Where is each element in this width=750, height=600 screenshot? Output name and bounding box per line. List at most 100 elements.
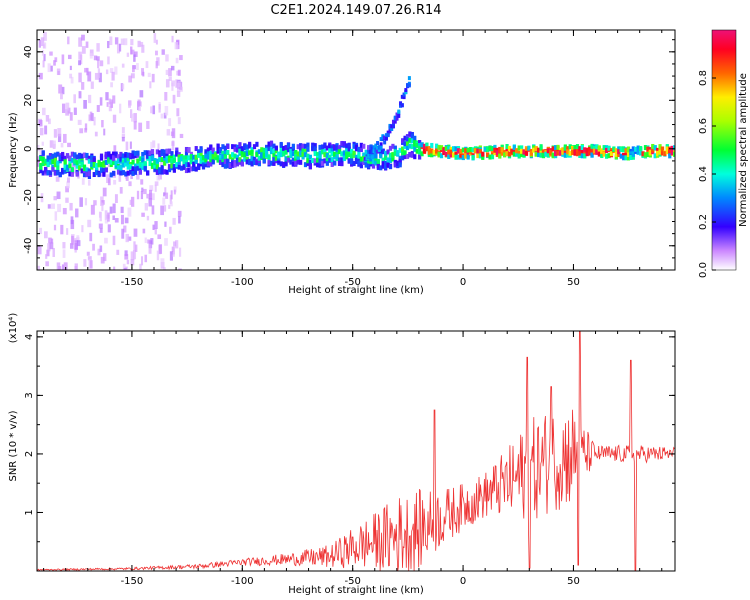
ridge-cell [250, 155, 254, 161]
noise-patch [99, 97, 103, 106]
x-tick-label: -50 [345, 576, 361, 587]
ridge-cell [447, 149, 451, 155]
ridge-cell [488, 154, 492, 160]
ridge-cell [158, 156, 162, 162]
ridge-cell [148, 160, 152, 166]
ridge-cell [150, 162, 155, 168]
noise-patch [62, 249, 66, 258]
noise-patch [144, 203, 148, 211]
ridge-cell [403, 154, 407, 160]
noise-patch [81, 46, 86, 54]
ridge-cell [109, 153, 113, 159]
ridge-cell [388, 145, 393, 151]
arm-cell [400, 94, 404, 99]
ridge-cell [478, 149, 482, 155]
ridge-cell [107, 157, 111, 163]
ridge-cell [250, 161, 254, 167]
noise-patch [135, 244, 138, 252]
ridge-cell [121, 162, 125, 168]
noise-patch [47, 63, 51, 73]
ridge-cell [221, 157, 225, 163]
ridge-cell [588, 146, 592, 152]
ridge-cell [240, 152, 244, 158]
ridge-cell [165, 155, 169, 161]
ridge-cell [201, 155, 206, 161]
noise-patch [66, 228, 69, 235]
ridge-cell [95, 162, 99, 168]
ridge-cell [490, 154, 495, 160]
noise-patch [125, 174, 129, 181]
noise-patch [65, 109, 70, 116]
ridge-cell [235, 147, 240, 153]
ridge-cell [345, 154, 349, 160]
ridge-cell [248, 150, 252, 156]
noise-patch [83, 99, 87, 109]
ridge-cell [73, 155, 77, 161]
ridge-cell [153, 160, 157, 166]
arm-cell [393, 115, 397, 120]
ridge-cell [303, 143, 308, 149]
noise-patch [70, 219, 75, 230]
ridge-cell [418, 140, 422, 146]
ridge-cell [347, 146, 351, 152]
ridge-cell [245, 156, 249, 162]
noise-patch [113, 266, 116, 270]
ridge-cell [323, 158, 327, 164]
ridge-cell [313, 143, 317, 149]
y-tick-label: -40 [23, 238, 34, 254]
ridge-cell [260, 153, 264, 159]
ridge-cell [211, 154, 215, 160]
noise-patch [46, 249, 50, 257]
ridge-cell [48, 170, 53, 176]
ridge-cell [155, 169, 159, 175]
noise-patch [61, 264, 64, 270]
noise-patch [172, 251, 175, 257]
ridge-cell [639, 150, 643, 156]
ridge-cell [631, 151, 635, 157]
ridge-cell [136, 165, 140, 171]
ridge-cell [209, 154, 213, 160]
ridge-cell [335, 154, 339, 160]
ridge-cell [204, 153, 208, 159]
ridge-cell [318, 162, 322, 168]
noise-patch [94, 131, 98, 137]
ridge-cell [204, 162, 208, 168]
noise-patch [116, 43, 121, 54]
ridge-cell [505, 146, 509, 152]
ridge-cell [87, 173, 91, 179]
ridge-cell [175, 147, 179, 153]
ridge-cell [163, 153, 167, 159]
ridge-cell [333, 144, 337, 150]
ridge-cell [575, 146, 580, 152]
noise-patch [103, 128, 106, 136]
ridge-cell [90, 158, 94, 164]
noise-patch [81, 34, 85, 41]
ridge-cell [223, 145, 227, 151]
ridge-cell [362, 143, 366, 149]
ridge-cell [252, 159, 257, 165]
arm-cell [381, 135, 385, 140]
noise-patch [105, 69, 109, 75]
ridge-cell [131, 153, 135, 159]
noise-patch [143, 188, 147, 195]
arm-cell [391, 119, 395, 124]
arm-cell [372, 149, 376, 154]
noise-patch [63, 133, 67, 143]
noise-patch [124, 217, 129, 224]
ridge-cell [124, 161, 128, 167]
ridge-cell [660, 146, 665, 152]
noise-patch [49, 140, 54, 148]
ridge-cell [415, 148, 419, 154]
ridge-cell [410, 152, 414, 158]
noise-patch [89, 232, 93, 242]
ridge-cell [53, 162, 57, 168]
ridge-cell [301, 151, 305, 157]
noise-patch [177, 210, 182, 217]
noise-patch [171, 82, 174, 91]
ridge-cell [418, 149, 422, 155]
ridge-cell [124, 171, 128, 177]
noise-patch [161, 49, 165, 55]
noise-patch [97, 59, 100, 69]
noise-patch [154, 184, 157, 192]
ridge-cell [413, 146, 417, 152]
